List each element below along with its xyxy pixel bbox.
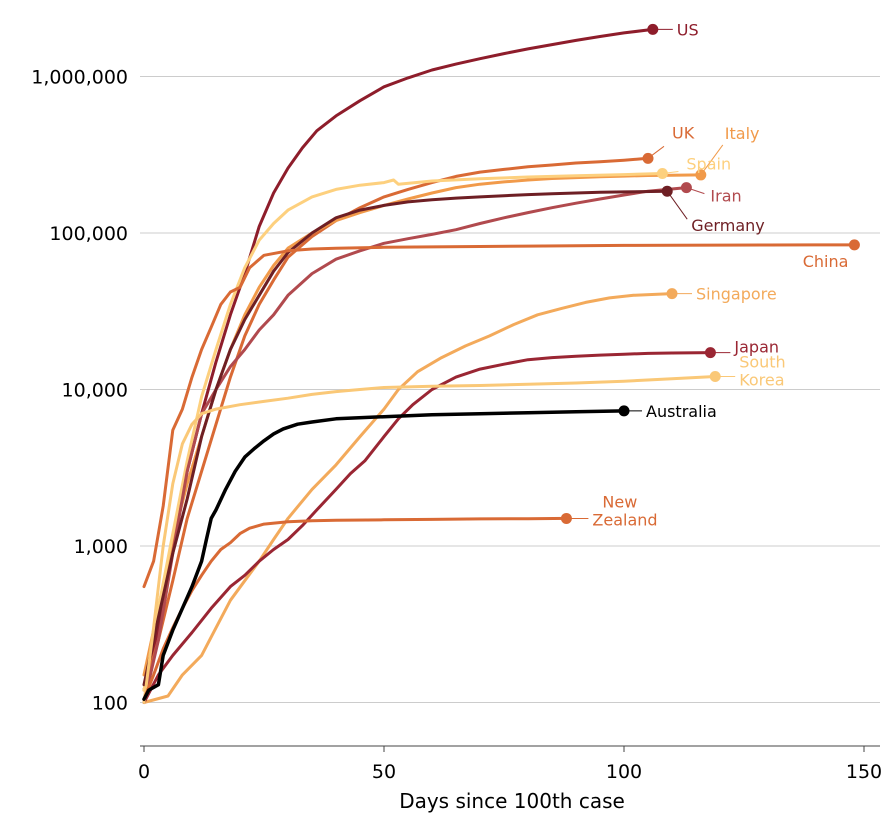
y-tick-label-10000: 10,000 [62, 380, 128, 402]
series-line-australia [142, 409, 626, 701]
series-line-iran [142, 186, 688, 704]
series-label-uk: UK [672, 123, 695, 142]
label-leader-iran [686, 187, 705, 195]
series-end-markers [560, 23, 860, 524]
series-label-spain: Spain [686, 154, 731, 173]
series-line-italy [142, 173, 703, 677]
series-line-us [142, 27, 655, 692]
series-label-china: China [803, 252, 849, 271]
x-tick-label-50: 50 [372, 761, 396, 783]
series-line-uk [142, 156, 650, 692]
x-tick-label-150: 150 [846, 761, 882, 783]
series-line-singapore [142, 292, 674, 704]
y-tick-label-1000000: 1,000,000 [31, 67, 128, 89]
series-line-south-korea [142, 375, 717, 704]
label-leader-germany [666, 190, 688, 220]
series-label-germany: Germany [691, 216, 765, 235]
series-lines [142, 27, 856, 704]
label-leader-uk [647, 145, 665, 159]
series-labels: US UK Italy Spain Iran Germany China Singapore J… [566, 20, 848, 529]
x-tick-label-0: 0 [138, 761, 150, 783]
y-tick-label-100: 100 [92, 693, 128, 715]
series-line-japan [142, 351, 712, 704]
y-tick-label-100000: 100,000 [49, 223, 128, 245]
series-label-us: US [677, 20, 699, 39]
x-axis-title: Days since 100th case [399, 789, 625, 813]
x-axis: 0 50 100 150 [138, 745, 882, 783]
x-tick-label-100: 100 [606, 761, 642, 783]
label-leader-italy [700, 144, 724, 176]
series-line-spain [142, 172, 664, 692]
series-line-china [142, 243, 856, 589]
gridlines [140, 76, 880, 703]
series-label-singapore: Singapore [696, 285, 777, 304]
end-marker-china [848, 239, 860, 251]
series-line-germany [142, 189, 669, 687]
series-label-japan: Japan [733, 338, 779, 357]
label-leader-spain [662, 171, 679, 174]
series-label-new-zealand-line2: Zealand [592, 510, 657, 529]
series-label-south-korea-line1: South [739, 353, 786, 372]
series-label-new-zealand-line1: New [602, 492, 637, 511]
series-label-italy: Italy [725, 124, 760, 143]
y-axis-tick-labels: 100 1,000 10,000 100,000 1,000,000 [31, 67, 128, 715]
series-label-south-korea-line2: Korea [739, 371, 784, 390]
series-label-australia: Australia [646, 402, 717, 421]
y-tick-label-1000: 1,000 [74, 536, 128, 558]
series-label-iran: Iran [710, 187, 741, 206]
